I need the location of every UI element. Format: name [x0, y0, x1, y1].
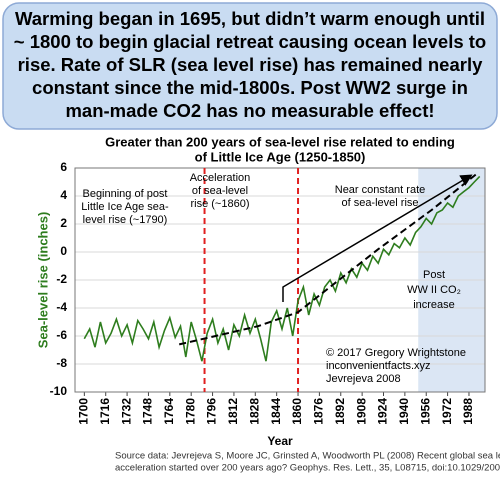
y-tick-label: 4	[60, 188, 67, 202]
x-tick-label: 1908	[354, 398, 368, 425]
banner-line: man-made CO2 has no measurable effect!	[65, 100, 434, 121]
banner-line: Warming began in 1695, but didn’t warm e…	[15, 8, 485, 29]
y-tick-label: -4	[56, 300, 67, 314]
x-tick-label: 1700	[77, 398, 91, 425]
x-tick-label: 1796	[205, 398, 219, 425]
x-tick-label: 1956	[418, 398, 432, 425]
x-tick-label: 1748	[141, 398, 155, 425]
y-tick-label: -10	[50, 384, 68, 398]
annotation: Beginning of post	[82, 188, 167, 200]
y-tick-label: 2	[60, 216, 67, 230]
banner-line: constant since the mid-1800s. Post WW2 s…	[32, 77, 468, 98]
source-note: Source data: Jevrejeva S, Moore JC, Grin…	[115, 451, 500, 462]
banner-line: rise. Rate of SLR (sea level rise) has r…	[18, 54, 483, 75]
annotation: Post	[423, 269, 445, 281]
x-tick-label: 1764	[162, 398, 176, 425]
annotation: Acceleration	[190, 172, 251, 184]
source-note: acceleration started over 200 years ago?…	[115, 463, 500, 474]
x-tick-label: 1716	[98, 398, 112, 425]
x-tick-label: 1892	[333, 398, 347, 425]
x-tick-label: 1860	[290, 398, 304, 425]
annotation: WW II CO₂	[407, 284, 461, 296]
x-axis-label: Year	[267, 434, 293, 448]
rate-bracket	[282, 174, 473, 302]
y-tick-label: -8	[56, 356, 67, 370]
plot-frame	[74, 167, 486, 393]
y-tick-label: -6	[56, 328, 67, 342]
annotation: of sea-level rise	[341, 197, 418, 209]
x-tick-label: 1732	[119, 398, 133, 425]
x-tick-label: 1972	[440, 398, 454, 425]
chart-title: of Little Ice Age (1250-1850)	[195, 149, 366, 164]
banner-line: ~ 1800 to begin glacial retreat causing …	[14, 31, 486, 52]
annotation: rise (~1860)	[190, 198, 249, 210]
trend-line	[178, 172, 478, 346]
annotation: Near constant rate	[335, 184, 426, 196]
banner-box	[2, 2, 498, 130]
annotation: Jevrejeva 2008	[326, 373, 401, 385]
chart-title: Greater than 200 years of sea-level rise…	[105, 134, 455, 149]
x-tick-label: 1828	[247, 398, 261, 425]
annotation: Little Ice Age sea-	[81, 201, 169, 213]
x-tick-label: 1924	[376, 398, 390, 425]
x-tick-label: 1876	[312, 398, 326, 425]
y-tick-label: 0	[60, 244, 67, 258]
x-tick-label: 1988	[461, 398, 475, 425]
x-tick-label: 1780	[183, 398, 197, 425]
annotation: © 2017 Gregory Wrightstone	[326, 347, 466, 359]
data-line	[83, 175, 481, 362]
y-axis-label: Sea-level rise (inches)	[35, 212, 50, 349]
annotation: level rise (~1790)	[83, 214, 168, 226]
x-tick-label: 1812	[226, 398, 240, 425]
annotation: increase	[413, 299, 455, 311]
y-tick-label: 6	[60, 160, 67, 174]
x-tick-label: 1844	[269, 398, 283, 425]
banner: Warming began in 1695, but didn’t warm e…	[14, 8, 486, 121]
annotation: of sea-level	[192, 185, 248, 197]
plot: Greater than 200 years of sea-level rise…	[35, 134, 500, 473]
annotation: inconvenientfacts.xyz	[326, 360, 431, 372]
y-tick-label: -2	[56, 272, 67, 286]
x-tick-label: 1940	[397, 398, 411, 425]
